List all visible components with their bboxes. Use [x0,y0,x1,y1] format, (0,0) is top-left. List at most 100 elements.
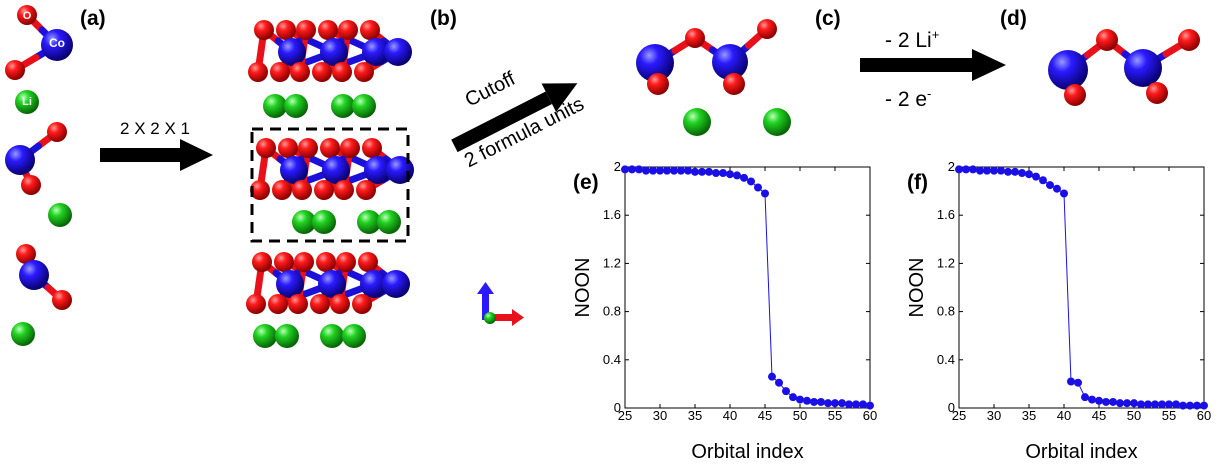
lithium-atom [253,324,277,348]
x-tick-label: 55 [828,408,842,423]
supercell-arrow [100,139,213,171]
lithium-atom [377,210,401,234]
supercell-label: 2 X 2 X 1 [120,119,190,138]
data-point [990,166,998,175]
y-tick-label: 1.2 [603,255,621,270]
oxygen-atom [252,252,272,272]
cobalt-atom [364,156,392,184]
data-point [1074,378,1082,387]
lithium-removal-label: - 2 Li+ [885,27,939,52]
data-point [1123,399,1131,408]
x-tick-label: 30 [653,408,667,423]
oxygen-atom [272,180,292,200]
data-point [955,165,963,174]
data-point [1053,184,1061,193]
data-point [976,166,984,175]
panel-label-c: (c) [815,7,841,30]
data-point [663,166,671,175]
y-axis-title: NOON [906,258,928,318]
data-point [761,189,769,198]
oxygen-atom [1146,82,1168,104]
series-line [959,168,1204,407]
oxygen-atom [52,290,72,310]
delithiated-structure [1048,29,1200,106]
oxygen-atom [270,62,290,82]
cobalt-atom [386,156,414,184]
data-point [628,165,636,174]
oxygen-atom [334,180,354,200]
data-point [698,167,706,176]
cobalt-atom [636,44,674,82]
cobalt-atom [320,38,348,66]
oxygen-atom [276,20,296,40]
data-point [656,166,664,175]
data-point [852,400,860,409]
cobalt-atom [318,270,346,298]
oxygen-atom [294,252,314,272]
plot-frame [624,166,871,409]
cluster-structure [636,19,791,136]
data-point [983,166,991,175]
data-point [1032,172,1040,181]
x-tick-label: 40 [723,408,737,423]
data-point [733,171,741,180]
data-point [1018,169,1026,178]
data-point [1095,396,1103,405]
x-axis-title: Orbital index [691,441,803,463]
lithium-atom [275,324,299,348]
data-point [969,165,977,174]
data-point [962,165,970,174]
lithium-atom [15,90,39,114]
oxygen-atom [685,28,705,48]
data-point [726,170,734,179]
oxygen-atom [332,62,352,82]
data-point [775,378,783,387]
cutoff-region-box [250,127,410,243]
y-tick-label: 1.2 [937,255,955,270]
chart-e: 25 30 35 40 45 50 55 60 0 0.4 0.8 1.2 1.6 2 Orbital in… [572,159,877,463]
data-point [1193,401,1201,410]
oxygen-atom [318,20,338,40]
cobalt-atom [322,156,350,184]
x-tick-label: 35 [688,408,702,423]
data-point [782,387,790,396]
oxygen-atom [360,20,380,40]
data-point [684,166,692,175]
oxygen-atom [274,252,294,272]
y-tick-label: 1.6 [937,207,955,222]
data-point [635,165,643,174]
x-tick-label: 60 [863,408,877,423]
supercell-structure [246,20,414,348]
cutoff-label: Cutoff [462,68,520,112]
oxygen-atom [292,180,312,200]
oxygen-atom [278,138,298,158]
panel-label: (e) [573,171,599,194]
x-tick-label: 25 [618,408,632,423]
x-tick-label: 25 [952,408,966,423]
y-tick-label: 0 [948,400,955,415]
unit-cell-structure [5,5,73,346]
lithium-atom [263,94,287,118]
data-point [831,399,839,408]
data-point [789,393,797,402]
data-point [1200,401,1208,410]
x-tick-label: 50 [793,408,807,423]
y-tick-label: 0.8 [603,304,621,319]
lithium-atom [683,108,711,136]
oxygen-atom [338,20,358,40]
data-point [1004,167,1012,176]
cobalt-atom [712,44,748,80]
oxygen-atom [288,294,308,314]
data-point [1116,399,1124,408]
data-point [1172,400,1180,409]
oxygen-atom [1096,29,1118,51]
data-point [747,177,755,186]
oxygen-atom [757,19,777,39]
oxygen-atom [358,252,378,272]
oxygen-atom [256,138,276,158]
oxygen-atom [354,62,374,82]
chart-f: 25 30 35 40 45 50 55 60 0 0.4 0.8 1.2 1.6 2 Orbital in… [906,159,1211,463]
oxygen-atom [723,73,745,95]
data-point [642,166,650,175]
coordinate-axes-icon [477,282,524,326]
